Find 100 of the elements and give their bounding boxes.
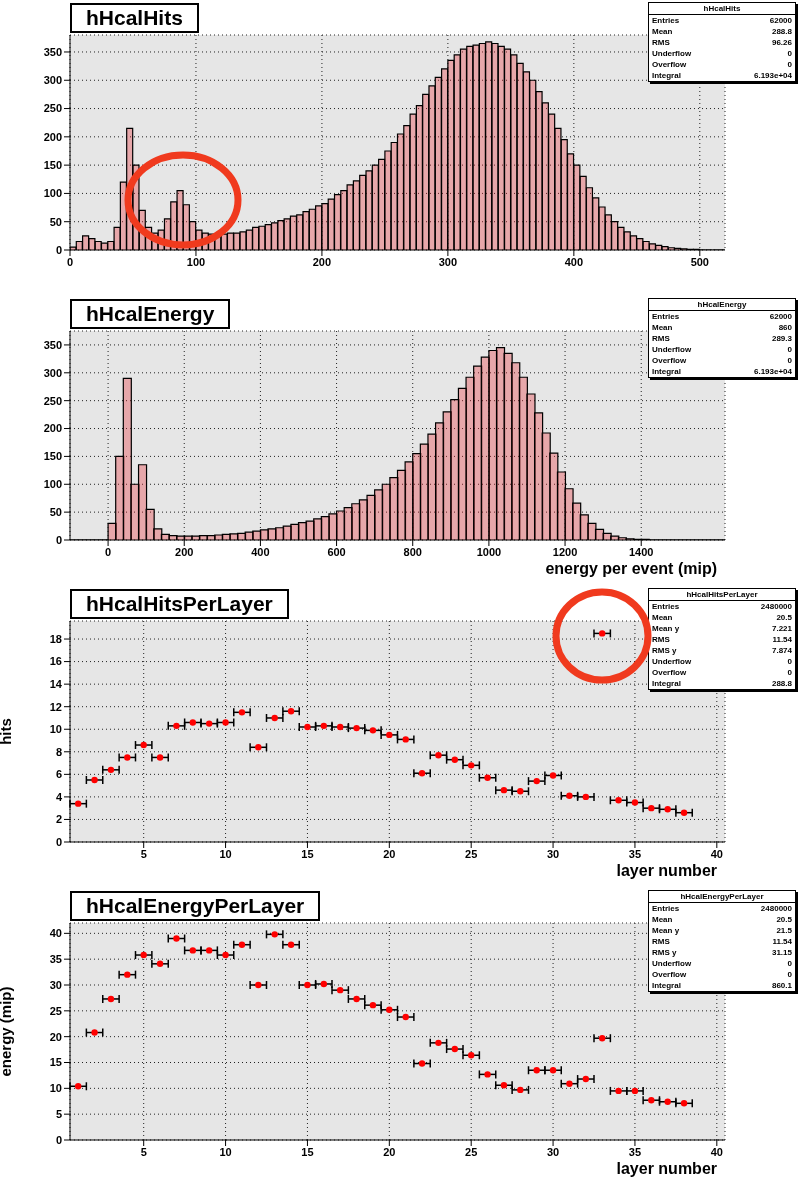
y-tick-label: 150 xyxy=(43,450,62,463)
x-axis-title: layer number xyxy=(616,1160,717,1177)
x-tick-label: 20 xyxy=(383,847,396,860)
x-tick-label: 1200 xyxy=(552,545,578,558)
text: hHcalEnergy xyxy=(649,299,795,311)
text: Mean 20.5 xyxy=(652,613,792,622)
y-tick-label: 200 xyxy=(43,130,62,143)
x-tick-label: 35 xyxy=(628,847,642,860)
y-tick-label: 0 xyxy=(55,533,62,546)
y-tick-label: 8 xyxy=(55,745,62,758)
x-tick-label: 15 xyxy=(301,847,314,860)
text: hHcalEnergyPerLayer xyxy=(649,891,795,903)
text: Mean 860 xyxy=(652,323,792,332)
x-tick-label: 35 xyxy=(628,1145,642,1158)
x-tick-label: 40 xyxy=(710,1145,723,1158)
text: RMS 96.26 xyxy=(652,38,792,47)
y-tick-label: 6 xyxy=(55,768,62,781)
y-tick-label: 300 xyxy=(43,74,62,87)
y-tick-label: 20 xyxy=(49,1030,62,1043)
chart-title: hHcalHitsPerLayer xyxy=(70,589,289,619)
y-tick-label: 0 xyxy=(55,243,62,256)
text: RMS 11.54 xyxy=(652,937,792,946)
x-tick-label: 15 xyxy=(301,1145,314,1158)
text: Mean 288.8 xyxy=(652,27,792,36)
x-tick-label: 500 xyxy=(690,255,709,268)
chart-title: hHcalEnergyPerLayer xyxy=(70,891,321,921)
text: RMS 11.54 xyxy=(652,635,792,644)
y-tick-label: 150 xyxy=(43,159,62,172)
text: Overflow 0 xyxy=(652,356,792,365)
x-tick-label: 20 xyxy=(383,1145,396,1158)
x-tick-label: 10 xyxy=(219,1145,232,1158)
x-axis-title: layer number xyxy=(616,862,717,879)
y-tick-label: 100 xyxy=(43,478,62,491)
x-tick-label: 800 xyxy=(403,545,422,558)
y-tick-label: 18 xyxy=(49,632,62,645)
y-tick-label: 2 xyxy=(55,813,62,826)
text: Integral 6.193e+04 xyxy=(652,367,792,376)
y-tick-label: 250 xyxy=(43,102,62,115)
y-tick-label: 15 xyxy=(49,1056,62,1069)
y-tick-label: 14 xyxy=(49,678,63,691)
y-tick-label: 12 xyxy=(49,700,62,713)
text: Underflow 0 xyxy=(652,49,792,58)
y-tick-label: 5 xyxy=(55,1108,62,1121)
x-tick-label: 30 xyxy=(546,847,560,860)
x-tick-label: 0 xyxy=(105,545,112,558)
x-tick-label: 1400 xyxy=(628,545,654,558)
text: hHcalHits xyxy=(649,3,795,15)
y-tick-label: 30 xyxy=(49,978,62,991)
x-tick-label: 25 xyxy=(465,847,478,860)
y-tick-label: 50 xyxy=(49,215,62,228)
text: Underflow 0 xyxy=(652,959,792,968)
text: Entries 2480000 xyxy=(652,904,792,913)
text: Mean y 7.221 xyxy=(652,624,792,633)
y-tick-label: 350 xyxy=(43,338,62,351)
y-tick-label: 35 xyxy=(49,953,62,966)
x-axis-title: energy per event (mip) xyxy=(545,560,717,577)
y-tick-label: 16 xyxy=(49,655,62,668)
y-tick-label: 40 xyxy=(49,927,62,940)
text: Integral 288.8 xyxy=(652,679,792,688)
text: Mean y 21.5 xyxy=(652,926,792,935)
x-tick-label: 300 xyxy=(438,255,458,268)
x-tick-label: 40 xyxy=(710,847,723,860)
x-tick-label: 1000 xyxy=(476,545,502,558)
y-tick-label: 300 xyxy=(43,366,62,379)
y-tick-label: 250 xyxy=(43,394,62,407)
y-axis-title: energy (mip) xyxy=(0,986,15,1077)
text: Overflow 0 xyxy=(652,60,792,69)
y-tick-label: 200 xyxy=(43,422,62,435)
text: Integral 6.193e+04 xyxy=(652,71,792,80)
y-tick-label: 25 xyxy=(49,1004,62,1017)
text: RMS y 7.874 xyxy=(652,646,792,655)
text: Entries 2480000 xyxy=(652,602,792,611)
text: Underflow 0 xyxy=(652,345,792,354)
y-tick-label: 10 xyxy=(49,723,62,736)
y-tick-label: 10 xyxy=(49,1082,62,1095)
text: Entries 62000 xyxy=(652,312,792,321)
y-tick-label: 0 xyxy=(55,1133,62,1146)
x-tick-label: 200 xyxy=(312,255,332,268)
y-tick-label: 4 xyxy=(55,790,63,803)
x-tick-label: 5 xyxy=(140,847,147,860)
x-tick-label: 5 xyxy=(140,1145,147,1158)
y-tick-label: 50 xyxy=(49,506,62,519)
text: Mean 20.5 xyxy=(652,915,792,924)
x-tick-label: 10 xyxy=(219,847,232,860)
y-tick-label: 350 xyxy=(43,45,62,58)
chart-title: hHcalEnergy xyxy=(70,299,231,329)
x-tick-label: 100 xyxy=(186,255,206,268)
x-tick-label: 600 xyxy=(327,545,346,558)
x-tick-label: 25 xyxy=(465,1145,478,1158)
x-tick-label: 30 xyxy=(546,1145,560,1158)
y-tick-label: 100 xyxy=(43,187,62,200)
x-tick-label: 400 xyxy=(251,545,270,558)
text: Integral 860.1 xyxy=(652,981,792,990)
text: hHcalHitsPerLayer xyxy=(649,589,795,601)
text: Overflow 0 xyxy=(652,668,792,677)
text: Underflow 0 xyxy=(652,657,792,666)
chart-title: hHcalHits xyxy=(70,3,199,33)
text: RMS y 31.15 xyxy=(652,948,792,957)
x-tick-label: 200 xyxy=(175,545,194,558)
y-tick-label: 0 xyxy=(55,835,62,848)
